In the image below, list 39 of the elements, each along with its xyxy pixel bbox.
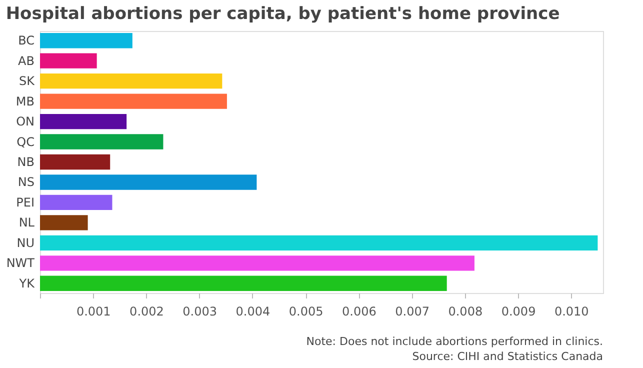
- x-tick-label: 0.006: [342, 304, 376, 318]
- chart-title: Hospital abortions per capita, by patient's home province: [6, 4, 560, 24]
- bar: [40, 194, 112, 210]
- bar: [40, 256, 474, 271]
- bar: [40, 94, 227, 109]
- y-tick-label: YK: [18, 276, 36, 290]
- y-tick-label: NL: [18, 216, 35, 230]
- y-tick-label: NS: [18, 175, 34, 190]
- y-tick-label: PEI: [16, 195, 34, 210]
- text: Note: Does not include abortions performed in clinics.: [306, 335, 603, 348]
- bar: [40, 154, 110, 170]
- y-tick-label: QC: [16, 134, 34, 149]
- bar: [40, 215, 88, 230]
- y-tick-label: AB: [18, 54, 34, 68]
- y-tick-label: ON: [16, 114, 34, 129]
- bar: [40, 276, 447, 291]
- y-tick-label: BC: [18, 34, 34, 48]
- bar: [40, 174, 257, 190]
- y-tick-label: NB: [17, 155, 34, 169]
- x-tick-label: 0.001: [76, 304, 111, 318]
- y-tick-label: SK: [19, 74, 36, 88]
- source-note: Source: CIHI and Statistics Canada: [412, 350, 603, 363]
- bar: [40, 114, 127, 130]
- x-tick-label: 0.010: [554, 304, 589, 318]
- y-tick-label: NWT: [6, 256, 36, 270]
- x-tick-label: 0.008: [448, 304, 483, 318]
- bar: [40, 33, 132, 48]
- x-tick-label: 0.004: [236, 304, 270, 318]
- bar: [40, 235, 598, 251]
- bar: [40, 53, 97, 68]
- x-tick-label: 0.007: [395, 304, 430, 318]
- x-tick-label: 0.005: [288, 304, 324, 318]
- x-tick-label: 0.002: [130, 304, 164, 318]
- x-tick-label: 0.003: [182, 304, 218, 318]
- y-tick-label: NU: [16, 236, 34, 250]
- bar: [40, 134, 164, 150]
- x-tick-label: 0.009: [501, 304, 536, 318]
- y-tick-label: MB: [16, 94, 34, 108]
- bar: [40, 73, 222, 89]
